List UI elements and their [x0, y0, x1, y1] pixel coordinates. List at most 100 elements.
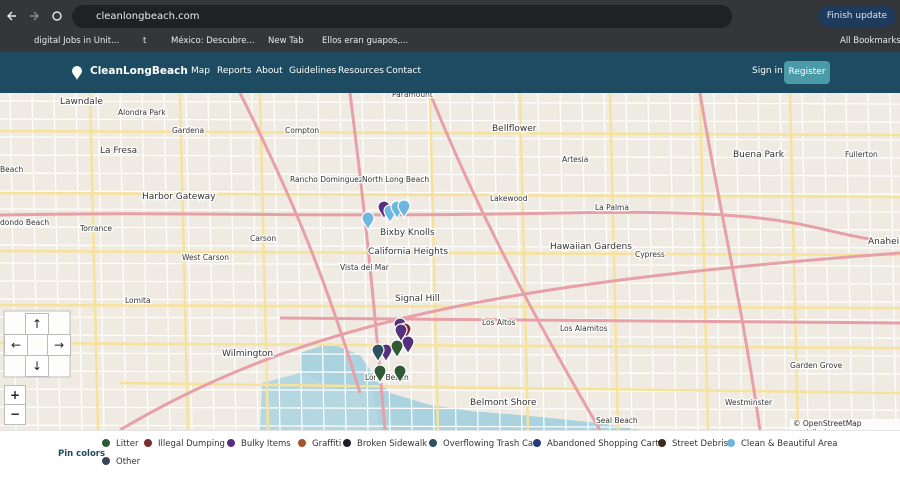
sign-in[interactable]: Sign in: [752, 66, 783, 76]
street: [317, 93, 325, 430]
place-label: Vista del Mar: [340, 263, 390, 272]
road: [0, 249, 900, 257]
nav-link[interactable]: Resources: [338, 66, 384, 76]
legend-item: Broken Sidewalk: [343, 439, 427, 449]
legend-item: Clean & Beautiful Area: [727, 439, 838, 449]
legend-label: Abandoned Shopping Cart: [547, 439, 659, 449]
street: [0, 298, 900, 303]
bookmark[interactable]: Ellos eran guapos,...: [322, 36, 409, 46]
legend-swatch: [658, 439, 666, 447]
street: [383, 93, 391, 430]
place-label: La Fresa: [100, 146, 137, 156]
report-pin: [390, 339, 404, 360]
place-label: Alondra Park: [118, 108, 166, 117]
street: [581, 93, 589, 430]
place-label: Torrance: [79, 224, 112, 233]
report-pin: [361, 211, 375, 232]
legend-label: Clean & Beautiful Area: [741, 439, 838, 449]
report-pin: [373, 364, 387, 385]
legend-item: Street Debris: [658, 439, 728, 449]
nav-link[interactable]: Map: [191, 66, 210, 76]
legend-item: Overflowing Trash Can: [429, 439, 539, 449]
place-label: Compton: [285, 126, 319, 135]
legend-label: Graffiti: [312, 439, 342, 449]
all-bookmarks[interactable]: All Bookmarks: [840, 36, 900, 46]
pan-button[interactable]: ↓: [25, 355, 49, 377]
nav-link[interactable]: Contact: [386, 66, 422, 76]
street: [0, 208, 900, 213]
legend-swatch: [144, 439, 152, 447]
pan-button[interactable]: ↑: [25, 313, 49, 335]
legend-swatch: [727, 439, 735, 447]
street: [339, 93, 347, 430]
street: [229, 93, 237, 430]
nav-buttons[interactable]: [0, 0, 70, 32]
bookmark[interactable]: New Tab: [268, 36, 304, 46]
freeway: [238, 93, 362, 394]
browser-toolbar: cleanlongbeach.com Finish update: [0, 0, 900, 32]
street: [625, 93, 633, 430]
place-label: Rancho Dominguez: [290, 175, 363, 184]
street: [207, 93, 215, 430]
map[interactable]: Lawndale Alondra Park Gardena La Fresa Compt…: [0, 93, 900, 430]
street: [163, 93, 171, 430]
place-label: Bellflower: [492, 124, 537, 134]
street: [0, 118, 900, 123]
freeway: [0, 210, 900, 245]
bookmark[interactable]: México: Descubre...: [171, 36, 255, 46]
legend-item: Other: [102, 457, 140, 467]
legend-label: Illegal Dumping: [158, 439, 225, 449]
legend-label: Street Debris: [672, 439, 728, 449]
street: [0, 424, 900, 429]
pan-button[interactable]: ←: [4, 334, 28, 356]
brand[interactable]: CleanLongBeach: [90, 65, 188, 77]
nav-link[interactable]: Guidelines: [289, 66, 337, 76]
place-label: dondo Beach: [0, 218, 49, 227]
street: [471, 93, 479, 430]
place-label: Anaheim: [868, 237, 900, 247]
legend-label: Bulky Items: [241, 439, 291, 449]
street: [251, 93, 259, 430]
address-bar[interactable]: cleanlongbeach.com: [72, 5, 732, 28]
legend-swatch: [343, 439, 351, 447]
street: [75, 93, 83, 430]
street: [493, 93, 501, 430]
zoom-in[interactable]: +: [4, 385, 26, 406]
bookmarks-bar: digital Jobs in Unit... t México: Descub…: [0, 32, 900, 52]
road: [698, 93, 710, 430]
place-label: Bixby Knolls: [380, 228, 435, 238]
register-button[interactable]: Register: [784, 61, 830, 84]
street: [0, 226, 900, 231]
place-label: Carson: [250, 234, 276, 243]
bookmark[interactable]: digital Jobs in Unit...: [34, 36, 120, 46]
street: [603, 93, 611, 430]
street: [647, 93, 655, 430]
street: [119, 93, 127, 430]
place-label: Westminster: [725, 398, 773, 407]
bookmark[interactable]: t: [143, 36, 147, 46]
street: [141, 93, 149, 430]
legend-item: Illegal Dumping: [144, 439, 225, 449]
legend-item: Bulky Items: [227, 439, 291, 449]
street: [0, 154, 900, 159]
road: [88, 93, 100, 430]
road: [258, 93, 270, 430]
report-pin: [394, 323, 408, 344]
place-label: Los Alamitos: [560, 324, 608, 333]
street: [0, 190, 900, 195]
freeway: [279, 316, 900, 325]
site-nav: CleanLongBeach Map Reports About Guideli…: [0, 52, 900, 93]
legend-label: Other: [116, 457, 141, 467]
place-label: Fullerton: [845, 150, 878, 159]
update-button[interactable]: Finish update: [818, 6, 896, 27]
place-label: Paramount: [392, 93, 433, 99]
logo-icon: [72, 66, 82, 80]
nav-link[interactable]: About: [256, 66, 283, 76]
legend-swatch: [429, 439, 437, 447]
pan-button[interactable]: →: [47, 334, 71, 356]
nav-link[interactable]: Reports: [217, 66, 252, 76]
place-label: Gardena: [172, 126, 204, 135]
legend-title: Pin colors: [58, 449, 106, 459]
zoom-out[interactable]: −: [4, 404, 26, 425]
report-pin: [401, 335, 415, 356]
